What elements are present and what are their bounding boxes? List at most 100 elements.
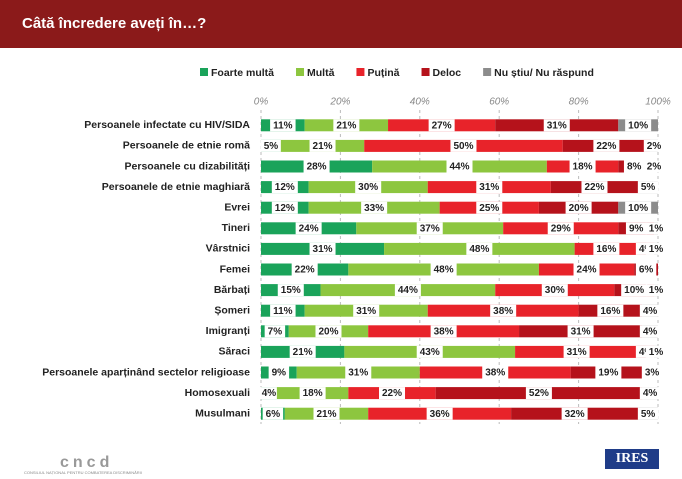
value-label: 22% (382, 388, 402, 399)
value-label: 15% (281, 285, 301, 296)
value-label: 25% (479, 203, 499, 214)
value-label: 38% (485, 368, 505, 379)
ires-logo-box (605, 449, 659, 469)
value-label-bg (277, 284, 304, 297)
value-label-bg (547, 222, 574, 235)
x-tick-label: 0% (254, 97, 269, 108)
value-label-bg (639, 387, 661, 400)
value-label: 10% (628, 120, 648, 131)
value-label: 6% (639, 265, 654, 276)
value-label: 10% (628, 203, 648, 214)
value-label: 1% (649, 244, 664, 255)
value-label: 32% (565, 409, 585, 420)
value-label: 21% (336, 120, 356, 131)
value-label-bg (569, 160, 596, 173)
value-label: 11% (273, 120, 293, 131)
value-label-bg (450, 139, 477, 152)
x-tick-label: 40% (410, 97, 430, 108)
header-band (0, 0, 682, 48)
value-label: 29% (551, 223, 571, 234)
value-label: 24% (577, 265, 597, 276)
value-label-bg (476, 201, 503, 214)
category-label: Șomeri (214, 304, 250, 316)
value-label-bg (541, 284, 568, 297)
value-label: 7% (268, 326, 283, 337)
value-label: 9% (272, 368, 287, 379)
value-label-bg (561, 407, 588, 420)
value-label-bg (641, 366, 663, 379)
value-label-bg (639, 325, 661, 338)
value-label-bg (289, 345, 316, 358)
value-label: 33% (364, 203, 384, 214)
value-label-bg (565, 201, 592, 214)
value-label: 52% (529, 388, 549, 399)
value-label-bg (482, 366, 509, 379)
value-label-bg (262, 407, 284, 420)
x-tick-label: 80% (569, 97, 589, 108)
value-label: 21% (313, 141, 333, 152)
value-label: 21% (316, 409, 336, 420)
value-label-bg (645, 345, 667, 358)
legend-label: Foarte multă (211, 67, 274, 79)
value-label-bg (597, 304, 624, 317)
value-label-bg (303, 160, 330, 173)
legend-swatch (421, 68, 430, 76)
value-label: 28% (307, 162, 327, 173)
value-label-bg (416, 222, 443, 235)
value-label-bg (379, 387, 406, 400)
value-label: 1% (649, 347, 664, 358)
value-label-bg (258, 387, 280, 400)
legend-swatch (356, 68, 365, 76)
value-label-bg (313, 407, 340, 420)
value-label-bg (426, 407, 453, 420)
category-label: Persoanele infectate cu HIV/SIDA (84, 119, 250, 131)
value-label: 22% (596, 141, 616, 152)
category-label: Femei (220, 263, 250, 275)
value-label-bg (430, 263, 457, 276)
value-label: 48% (434, 265, 454, 276)
value-label-bg (466, 242, 493, 255)
value-label-bg (573, 263, 600, 276)
chart-title: Câtă încredere aveți în…? (22, 15, 206, 32)
value-label-bg (581, 181, 608, 194)
category-label: Săraci (218, 346, 250, 358)
value-label: 4% (643, 306, 658, 317)
value-label: 1% (649, 223, 664, 234)
value-label-bg (525, 387, 552, 400)
value-label: 4% (643, 388, 658, 399)
legend-label: Deloc (433, 67, 462, 79)
value-label-bg (428, 119, 455, 132)
category-label: Persoanele de etnie maghiară (102, 181, 250, 193)
value-label-bg (291, 263, 318, 276)
value-label-bg (623, 160, 645, 173)
value-label: 5% (641, 182, 656, 193)
value-label-bg (416, 345, 443, 358)
value-label: 4% (643, 326, 658, 337)
value-label-bg (645, 242, 667, 255)
value-label: 5% (264, 141, 279, 152)
value-label-bg (315, 325, 342, 338)
value-label: 19% (598, 368, 618, 379)
value-label-bg (563, 345, 590, 358)
value-label-bg (394, 284, 421, 297)
value-label: 24% (299, 223, 319, 234)
value-label-bg (309, 139, 336, 152)
value-label-bg (625, 119, 652, 132)
value-label: 1% (649, 285, 664, 296)
value-label-bg (260, 139, 282, 152)
category-label: Persoanele de etnie romă (123, 140, 250, 152)
value-label: 12% (275, 203, 295, 214)
value-label-bg (333, 119, 360, 132)
value-label-bg (271, 181, 298, 194)
footer-logo: IRES (616, 451, 649, 466)
value-label-bg (643, 160, 665, 173)
value-label-bg (593, 242, 620, 255)
value-label-bg (361, 201, 388, 214)
category-label: Evrei (224, 201, 250, 213)
legend-label: Nu știu/ Nu răspund (494, 67, 594, 79)
legend-swatch (296, 68, 305, 76)
value-label-bg (543, 119, 570, 132)
value-label-bg (299, 387, 326, 400)
legend-label: Multă (307, 67, 335, 79)
legend-swatch (200, 68, 208, 76)
